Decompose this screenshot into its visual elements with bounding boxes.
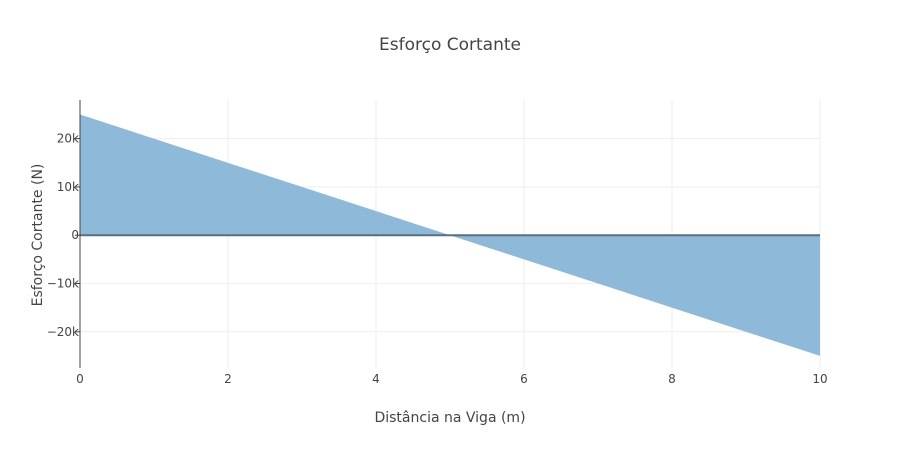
x-tick-label: 10: [812, 372, 827, 386]
y-axis-title: Esforço Cortante (N): [30, 164, 46, 307]
x-tick-label: 6: [520, 372, 528, 386]
x-tick-label: 0: [76, 372, 84, 386]
axis-layer: [79, 100, 820, 368]
y-tick-label: −10k: [47, 276, 79, 290]
y-tick-label: 20k: [57, 132, 79, 146]
x-tick-label: 4: [372, 372, 380, 386]
tick-layer: 0 2 4 6 8 10 20k 10k 0 −10k −20k: [47, 132, 828, 386]
chart-title: Esforço Cortante: [379, 35, 521, 55]
y-tick-label: −20k: [47, 325, 79, 339]
x-axis-title: Distância na Viga (m): [374, 410, 525, 426]
x-tick-label: 8: [668, 372, 676, 386]
y-tick-label: 0: [71, 228, 79, 242]
y-tick-label: 10k: [57, 180, 79, 194]
x-tick-label: 2: [224, 372, 232, 386]
